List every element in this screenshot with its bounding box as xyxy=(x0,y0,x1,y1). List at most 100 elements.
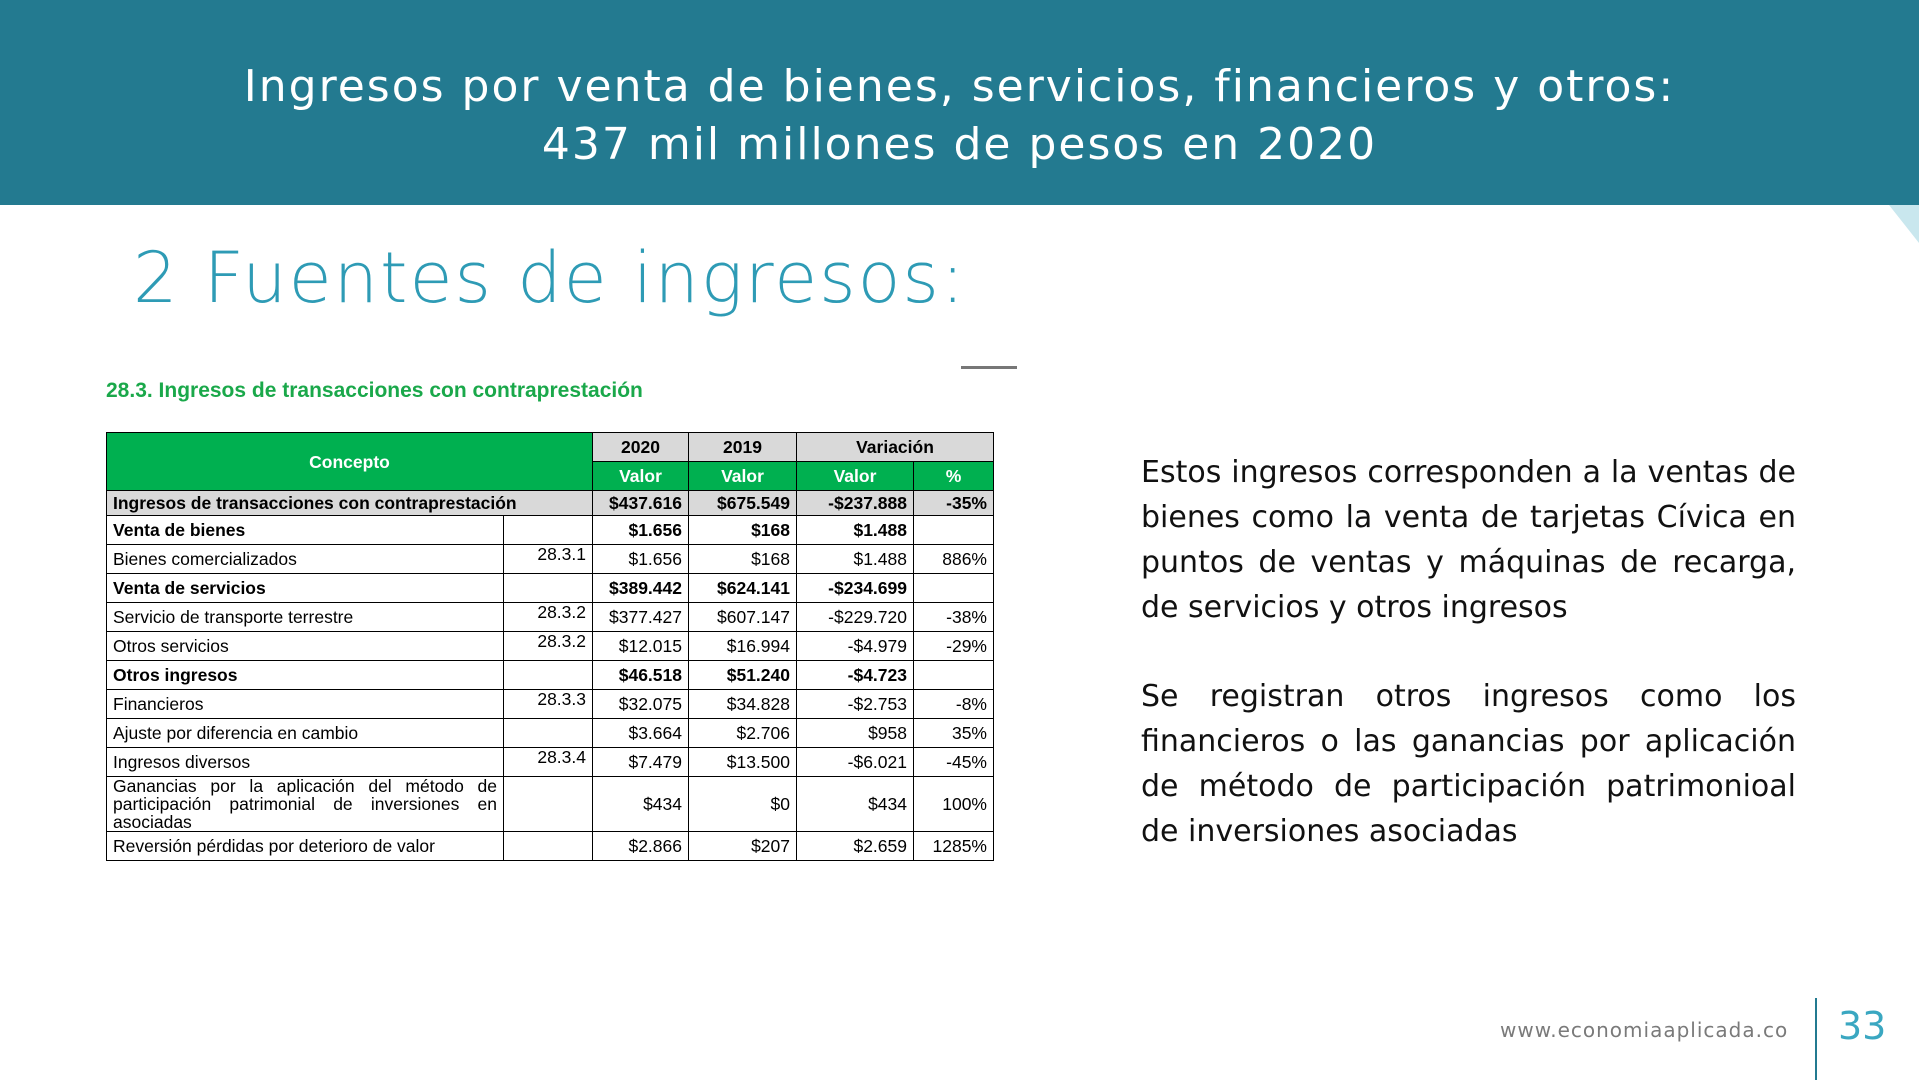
footer-url: www.economiaaplicada.co xyxy=(1500,1018,1789,1042)
table-row: Venta de servicios $389.442 $624.141 -$2… xyxy=(106,573,994,603)
cell-variacion: -$229.720 xyxy=(796,602,914,632)
cell-2020: $389.442 xyxy=(592,573,689,603)
table-row: Bienes comercializados 28.3.1 $1.656 $16… xyxy=(106,544,994,574)
table-row: Ajuste por diferencia en cambio $3.664 $… xyxy=(106,718,994,748)
cell-pct: 886% xyxy=(913,544,994,574)
table-row: Ingresos de transacciones con contrapres… xyxy=(106,490,994,516)
table-row: Financieros 28.3.3 $32.075 $34.828 -$2.7… xyxy=(106,689,994,719)
cell-2019: $34.828 xyxy=(688,689,797,719)
table-row: Reversión pérdidas por deterioro de valo… xyxy=(106,831,994,861)
cell-ref xyxy=(503,660,593,690)
cell-concepto: Financieros xyxy=(106,689,504,719)
cell-ref: 28.3.2 xyxy=(503,602,593,632)
cell-2019: $607.147 xyxy=(688,602,797,632)
cell-concepto: Otros ingresos xyxy=(106,660,504,690)
cell-variacion: $434 xyxy=(796,776,914,832)
cell-pct xyxy=(913,573,994,603)
cell-variacion: -$234.699 xyxy=(796,573,914,603)
table-row: Otros servicios 28.3.2 $12.015 $16.994 -… xyxy=(106,631,994,661)
cell-ref xyxy=(503,776,593,832)
cell-ref xyxy=(503,718,593,748)
cell-2020: $434 xyxy=(592,776,689,832)
cell-2019: $51.240 xyxy=(688,660,797,690)
cell-2019: $16.994 xyxy=(688,631,797,661)
cell-pct xyxy=(913,660,994,690)
cell-2020: $46.518 xyxy=(592,660,689,690)
cell-2020: $1.656 xyxy=(592,544,689,574)
cell-concepto: Ingresos de transacciones con contrapres… xyxy=(106,490,593,516)
cell-ref: 28.3.4 xyxy=(503,747,593,777)
cell-2019: $168 xyxy=(688,544,797,574)
cell-2019: $207 xyxy=(688,831,797,861)
cell-concepto: Venta de servicios xyxy=(106,573,504,603)
cell-2019: $13.500 xyxy=(688,747,797,777)
description-paragraph-1: Estos ingresos corresponden a la ventas … xyxy=(1141,455,1796,625)
header-2020: 2020 xyxy=(592,432,689,462)
table-row: Ganancias por la aplicación del método d… xyxy=(106,776,994,832)
cell-pct: 100% xyxy=(913,776,994,832)
cell-variacion: $958 xyxy=(796,718,914,748)
description-paragraph-2: Se registran otros ingresos como los fin… xyxy=(1141,679,1796,849)
cell-2019: $675.549 xyxy=(688,490,797,516)
cell-ref: 28.3.1 xyxy=(503,544,593,574)
cropped-text-fragment xyxy=(961,366,1017,369)
header-pct: % xyxy=(913,461,994,491)
cell-concepto: Bienes comercializados xyxy=(106,544,504,574)
cell-2019: $624.141 xyxy=(688,573,797,603)
cell-pct: -35% xyxy=(913,490,994,516)
cell-variacion: -$237.888 xyxy=(796,490,914,516)
cell-pct: 35% xyxy=(913,718,994,748)
cell-concepto: Ingresos diversos xyxy=(106,747,504,777)
header-valor-2019: Valor xyxy=(688,461,797,491)
slide-subtitle: 2 Fuentes de ingresos: xyxy=(133,237,967,319)
cell-concepto: Venta de bienes xyxy=(106,515,504,545)
header-2019: 2019 xyxy=(688,432,797,462)
cell-pct: -45% xyxy=(913,747,994,777)
cell-2020: $7.479 xyxy=(592,747,689,777)
header-valor-2020: Valor xyxy=(592,461,689,491)
cell-concepto: Ganancias por la aplicación del método d… xyxy=(106,776,504,832)
cell-ref xyxy=(503,831,593,861)
cell-pct: -38% xyxy=(913,602,994,632)
header-variacion: Variación xyxy=(796,432,994,462)
cell-pct: -8% xyxy=(913,689,994,719)
cell-2020: $437.616 xyxy=(592,490,689,516)
slide-title-line2: 437 mil millones de pesos en 2020 xyxy=(541,119,1378,170)
cell-variacion: -$4.979 xyxy=(796,631,914,661)
header-valor-variacion: Valor xyxy=(796,461,914,491)
cell-variacion: $1.488 xyxy=(796,544,914,574)
cell-concepto: Reversión pérdidas por deterioro de valo… xyxy=(106,831,504,861)
cell-2020: $12.015 xyxy=(592,631,689,661)
table-row: Servicio de transporte terrestre 28.3.2 … xyxy=(106,602,994,632)
cell-concepto: Ajuste por diferencia en cambio xyxy=(106,718,504,748)
cell-ref xyxy=(503,515,593,545)
table-row: Otros ingresos $46.518 $51.240 -$4.723 xyxy=(106,660,994,690)
cell-pct xyxy=(913,515,994,545)
cell-pct: 1285% xyxy=(913,831,994,861)
cell-variacion: -$4.723 xyxy=(796,660,914,690)
cell-pct: -29% xyxy=(913,631,994,661)
section-title: 28.3. Ingresos de transacciones con cont… xyxy=(106,379,643,402)
header-concepto: Concepto xyxy=(106,432,593,491)
header-banner: Ingresos por venta de bienes, servicios,… xyxy=(0,0,1919,205)
cell-2020: $3.664 xyxy=(592,718,689,748)
cell-ref: 28.3.3 xyxy=(503,689,593,719)
footer-divider xyxy=(1815,998,1817,1080)
cell-concepto: Servicio de transporte terrestre xyxy=(106,602,504,632)
cell-concepto: Otros servicios xyxy=(106,631,504,661)
cell-2020: $1.656 xyxy=(592,515,689,545)
cell-variacion: -$2.753 xyxy=(796,689,914,719)
table-row: Venta de bienes $1.656 $168 $1.488 xyxy=(106,515,994,545)
cell-2020: $32.075 xyxy=(592,689,689,719)
cell-2019: $0 xyxy=(688,776,797,832)
table-row: Ingresos diversos 28.3.4 $7.479 $13.500 … xyxy=(106,747,994,777)
cell-variacion: $1.488 xyxy=(796,515,914,545)
cell-ref xyxy=(503,573,593,603)
cell-ref: 28.3.2 xyxy=(503,631,593,661)
income-table: Concepto 2020 2019 Variación Valor Valor… xyxy=(106,432,994,861)
cell-variacion: -$6.021 xyxy=(796,747,914,777)
cell-2019: $2.706 xyxy=(688,718,797,748)
cell-variacion: $2.659 xyxy=(796,831,914,861)
cell-2019: $168 xyxy=(688,515,797,545)
cell-2020: $2.866 xyxy=(592,831,689,861)
